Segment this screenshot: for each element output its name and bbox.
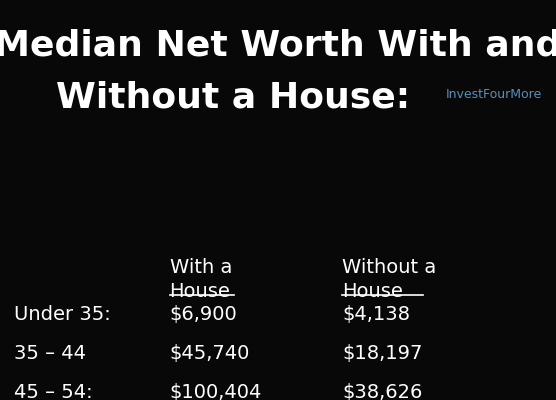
Text: Median Net Worth With and: Median Net Worth With and: [0, 28, 556, 62]
Text: 45 – 54:: 45 – 54:: [14, 383, 92, 400]
Text: Under 35:: Under 35:: [14, 305, 111, 324]
Text: House: House: [342, 282, 403, 301]
Text: $45,740: $45,740: [170, 344, 250, 363]
Text: House: House: [170, 282, 230, 301]
Text: $18,197: $18,197: [342, 344, 423, 363]
Text: $100,404: $100,404: [170, 383, 262, 400]
Text: $38,626: $38,626: [342, 383, 423, 400]
Text: Without a House:: Without a House:: [57, 80, 410, 114]
Text: $4,138: $4,138: [342, 305, 410, 324]
Text: With a: With a: [170, 258, 232, 277]
Text: Without a: Without a: [342, 258, 436, 277]
Text: InvestFourMore: InvestFourMore: [446, 88, 542, 101]
Text: 35 – 44: 35 – 44: [14, 344, 86, 363]
Text: $6,900: $6,900: [170, 305, 237, 324]
